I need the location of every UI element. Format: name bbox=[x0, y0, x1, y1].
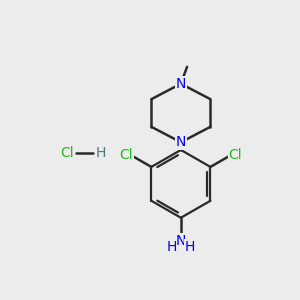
Text: N: N bbox=[176, 77, 186, 91]
Text: H: H bbox=[185, 240, 195, 254]
Text: Cl: Cl bbox=[60, 146, 74, 160]
Text: Cl: Cl bbox=[120, 148, 134, 162]
Text: N: N bbox=[176, 234, 186, 248]
Text: N: N bbox=[176, 135, 186, 149]
Text: Cl: Cl bbox=[228, 148, 242, 162]
Text: H: H bbox=[96, 146, 106, 160]
Text: H: H bbox=[167, 240, 177, 254]
